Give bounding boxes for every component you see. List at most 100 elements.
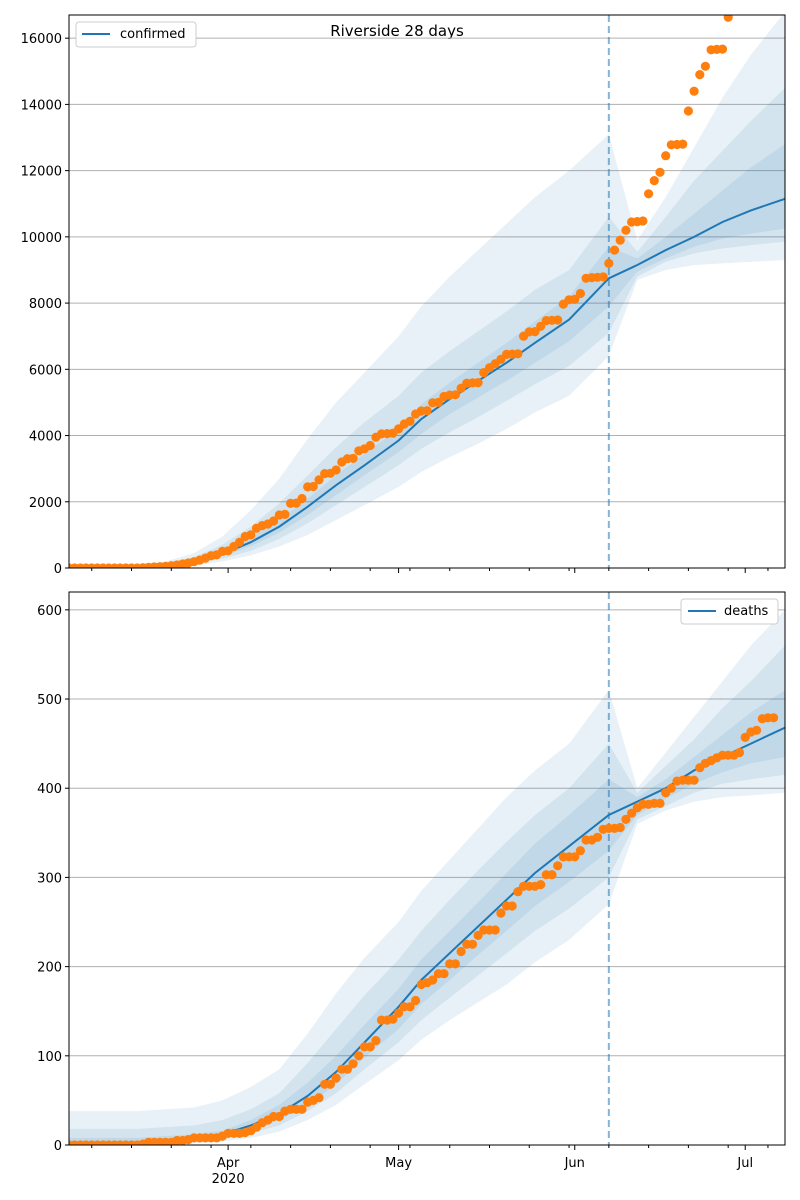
confirmed-observed-point xyxy=(246,530,256,540)
deaths-observed-point xyxy=(627,808,637,818)
confirmed-clipped-layer xyxy=(69,15,785,568)
deaths-observed-point xyxy=(325,1079,335,1089)
deaths-xtick-label-0-0: Apr xyxy=(217,1156,240,1171)
deaths-legend-box xyxy=(680,598,779,625)
deaths-ytick-label-2: 200 xyxy=(37,961,62,976)
deaths-observed-point xyxy=(615,822,625,833)
deaths-observed-point xyxy=(439,969,449,979)
confirmed-observed-point xyxy=(621,225,631,235)
deaths-observed-point xyxy=(689,775,699,785)
confirmed-ytick-label-5: 10000 xyxy=(21,231,62,246)
confirmed-observed-point xyxy=(644,189,654,199)
confirmed-observed-point xyxy=(314,475,324,485)
confirmed-ytick-label-8: 16000 xyxy=(21,32,62,47)
deaths-observed-point xyxy=(450,959,460,969)
confirmed-observed-point xyxy=(689,86,699,96)
deaths-observed-point xyxy=(342,1064,352,1074)
deaths-xtick-label-3-0: Jul xyxy=(736,1156,753,1171)
deaths-observed-point xyxy=(490,925,500,935)
deaths-observed-point xyxy=(666,783,676,793)
deaths-observed-point xyxy=(553,861,563,871)
deaths-observed-point xyxy=(348,1059,358,1069)
confirmed-observed-point xyxy=(649,176,659,186)
deaths-ytick-label-1: 100 xyxy=(37,1050,62,1065)
confirmed-observed-point xyxy=(615,235,625,245)
confirmed-observed-point xyxy=(365,440,375,451)
confirmed-observed-point xyxy=(604,258,614,268)
confirmed-observed-point xyxy=(638,216,648,226)
confirmed-ytick-label-7: 14000 xyxy=(21,98,62,113)
deaths-xtick-label-2-0: Jun xyxy=(564,1156,585,1171)
confirmed-panel: 0 2000 4000 6000 8000 10000 12000 14000 16000 co… xyxy=(21,14,786,577)
confirmed-ytick-label-6: 12000 xyxy=(21,165,62,180)
confirmed-observed-point xyxy=(280,509,290,519)
deaths-observed-point xyxy=(467,939,478,949)
deaths-observed-point xyxy=(473,930,483,941)
deaths-observed-point xyxy=(621,814,631,825)
confirmed-observed-point xyxy=(717,44,728,54)
deaths-observed-point xyxy=(365,1042,375,1052)
deaths-observed-point xyxy=(734,747,745,758)
confirmed-ytick-label-3: 6000 xyxy=(29,363,62,378)
deaths-observed-point xyxy=(496,908,506,918)
confirmed-observed-point xyxy=(450,390,460,400)
confirmed-observed-point xyxy=(473,378,483,388)
deaths-observed-point xyxy=(507,901,517,911)
confirmed-observed-point xyxy=(575,288,586,299)
deaths-observed-point xyxy=(547,870,557,880)
deaths-observed-point xyxy=(411,995,421,1006)
confirmed-observed-point xyxy=(723,15,733,22)
deaths-observed-point xyxy=(513,887,523,897)
confirmed-observed-point xyxy=(433,397,443,407)
deaths-observed-point xyxy=(371,1036,381,1046)
confirmed-observed-point xyxy=(553,315,563,325)
deaths-observed-point xyxy=(592,832,603,842)
confirmed-ytick-label-1: 2000 xyxy=(29,496,62,511)
deaths-band-inner xyxy=(69,690,785,1145)
deaths-ytick-label-5: 500 xyxy=(37,693,62,708)
confirmed-observed-point xyxy=(405,416,415,426)
confirmed-observed-point xyxy=(513,349,523,359)
deaths-xtick-label-0-1: 2020 xyxy=(212,1172,245,1187)
confirmed-observed-point xyxy=(570,294,580,304)
deaths-legend-label: deaths xyxy=(724,604,769,619)
deaths-observed-point xyxy=(536,880,546,890)
deaths-observed-point xyxy=(456,946,466,957)
deaths-observed-point xyxy=(575,846,586,856)
deaths-ytick-label-0: 0 xyxy=(54,1139,62,1154)
confirmed-observed-point xyxy=(695,70,705,80)
deaths-observed-point xyxy=(354,1051,364,1061)
confirmed-observed-point xyxy=(348,453,358,463)
confirmed-observed-point xyxy=(661,151,671,161)
confirmed-observed-point xyxy=(234,537,245,547)
deaths-observed-point xyxy=(428,975,438,985)
confirmed-observed-point xyxy=(536,321,546,331)
deaths-observed-point xyxy=(570,852,580,862)
deaths-observed-point xyxy=(388,1014,398,1024)
confirmed-observed-point xyxy=(700,61,711,71)
confirmed-observed-point xyxy=(609,245,620,255)
confirmed-ytick-label-2: 4000 xyxy=(29,430,62,445)
confirmed-legend-label: confirmed xyxy=(120,27,186,42)
confirmed-ytick-label-0: 0 xyxy=(54,562,62,577)
deaths-ytick-label-4: 400 xyxy=(37,782,62,797)
deaths-observed-point xyxy=(297,1104,307,1114)
confirmed-legend-box xyxy=(75,21,197,48)
confirmed-observed-point xyxy=(683,106,694,116)
confirmed-plot-frame xyxy=(68,14,786,569)
confirmed-observed-point xyxy=(678,139,688,149)
deaths-observed-point xyxy=(655,798,665,809)
deaths-ytick-label-6: 600 xyxy=(37,604,62,619)
confirmed-observed-point xyxy=(598,272,608,282)
deaths-clipped-layer xyxy=(69,592,785,1145)
deaths-xtick-label-1-0: May xyxy=(385,1156,412,1171)
deaths-observed-point xyxy=(405,1002,415,1012)
confirmed-observed-point xyxy=(422,406,432,416)
confirmed-band-outer xyxy=(69,15,785,568)
deaths-observed-point xyxy=(331,1073,341,1083)
confirmed-observed-point xyxy=(297,493,307,504)
deaths-plot-frame xyxy=(68,591,786,1146)
